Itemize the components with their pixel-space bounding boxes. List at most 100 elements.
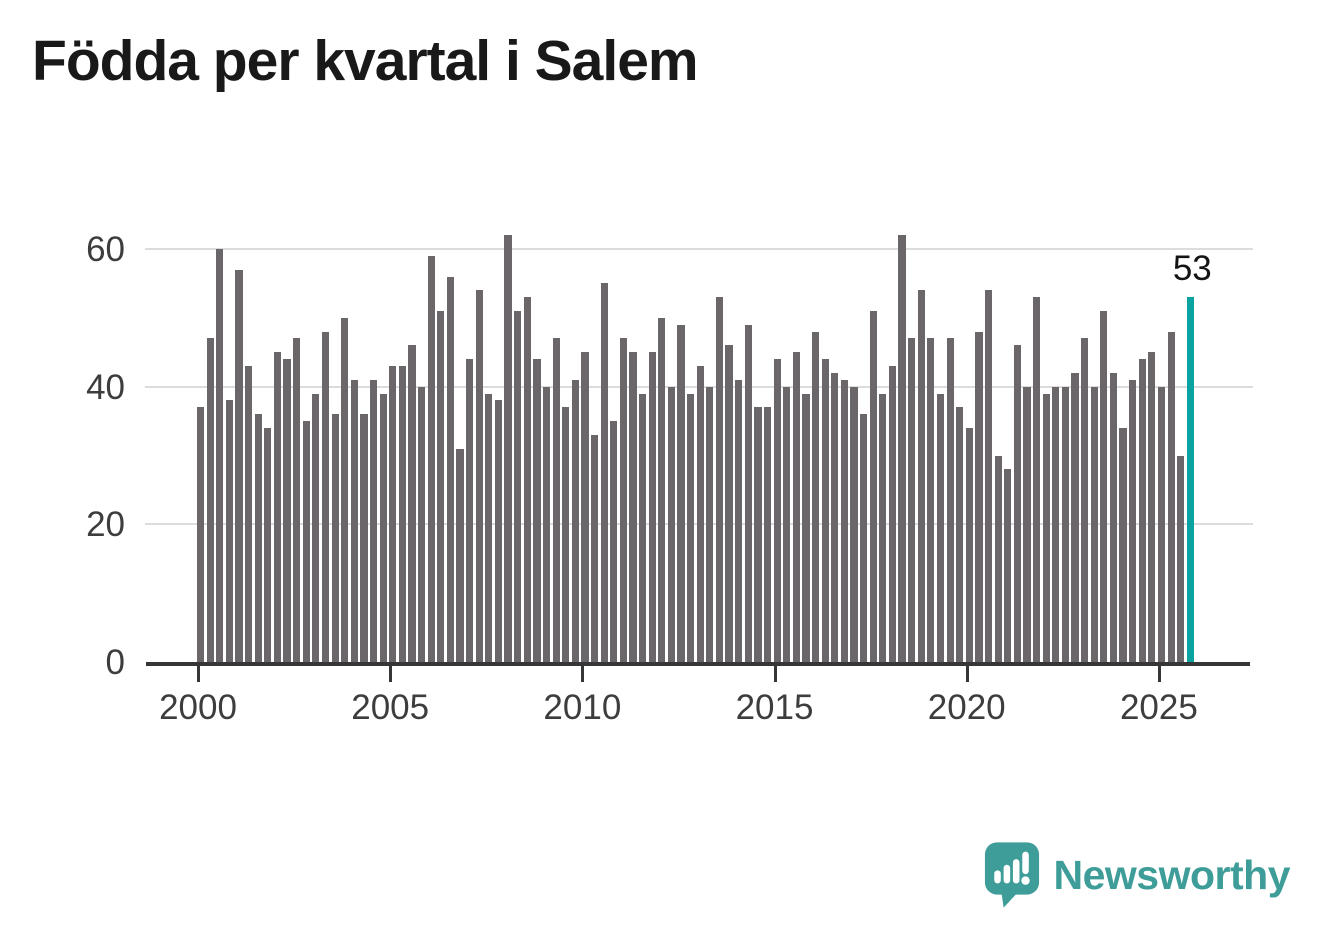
bar xyxy=(984,290,993,662)
bar xyxy=(1052,386,1060,662)
x-axis-label: 2025 xyxy=(1119,688,1198,727)
bar xyxy=(908,338,916,662)
bar xyxy=(475,290,483,662)
bar xyxy=(1129,379,1137,662)
bar xyxy=(802,393,810,662)
bar xyxy=(1013,345,1021,662)
bar xyxy=(927,338,935,662)
bar xyxy=(494,400,503,662)
bar xyxy=(254,414,262,662)
bar xyxy=(1138,359,1146,662)
bar xyxy=(312,393,320,662)
x-axis-label: 2000 xyxy=(159,688,237,727)
bar xyxy=(754,407,762,662)
bar xyxy=(648,352,656,662)
x-axis-tick xyxy=(965,666,969,682)
x-axis-tick xyxy=(773,666,777,682)
bar xyxy=(773,359,781,662)
bar xyxy=(331,414,339,662)
bar xyxy=(1071,372,1079,662)
x-axis-tick xyxy=(197,666,200,682)
bar xyxy=(898,235,906,662)
bar xyxy=(437,310,445,662)
bar xyxy=(1081,338,1089,662)
x-axis-tick xyxy=(1157,666,1161,682)
bar xyxy=(725,345,733,662)
bar xyxy=(687,393,695,662)
bar xyxy=(715,297,724,662)
x-axis-line xyxy=(146,662,1250,666)
bar xyxy=(975,331,983,662)
y-axis-label: 20 xyxy=(86,505,125,545)
bar xyxy=(216,249,224,662)
bar xyxy=(840,379,848,662)
bar xyxy=(542,386,551,662)
bar xyxy=(456,448,464,662)
x-axis-tick xyxy=(389,666,393,682)
y-axis-label: 40 xyxy=(86,367,125,407)
bar xyxy=(341,317,349,662)
gridline xyxy=(145,248,1253,251)
bar xyxy=(869,310,877,662)
bar xyxy=(466,359,474,662)
bar xyxy=(1090,386,1098,662)
x-axis-label: 2010 xyxy=(543,688,622,727)
bar xyxy=(283,359,291,662)
bar xyxy=(197,407,205,662)
bar xyxy=(1100,310,1108,662)
bar xyxy=(1032,297,1041,662)
bar xyxy=(1004,469,1012,662)
bar xyxy=(936,393,945,662)
bar xyxy=(264,427,272,662)
bar xyxy=(562,407,570,662)
bar xyxy=(581,352,589,662)
bar xyxy=(677,324,685,662)
bar xyxy=(1119,427,1127,662)
bar xyxy=(1042,393,1050,662)
bar xyxy=(850,386,858,662)
bar xyxy=(763,407,772,662)
bar-annotation: 53 xyxy=(1172,249,1212,289)
bar xyxy=(600,283,608,662)
bar xyxy=(994,455,1002,662)
bar xyxy=(888,366,897,662)
bar xyxy=(523,297,531,662)
bar xyxy=(418,386,426,662)
bar xyxy=(533,359,541,662)
bar xyxy=(379,393,387,662)
bar xyxy=(735,379,743,662)
x-axis-label: 2020 xyxy=(927,688,1006,727)
bar xyxy=(1109,372,1118,662)
bar xyxy=(235,269,243,662)
highlighted-bar xyxy=(1186,297,1194,662)
bar xyxy=(408,345,416,662)
bar xyxy=(811,331,820,662)
bar xyxy=(514,310,522,662)
bar xyxy=(360,414,368,662)
bar xyxy=(1157,386,1166,662)
bar xyxy=(206,338,214,662)
y-axis-label: 0 xyxy=(105,643,125,682)
newsworthy-logo-text: Newsworthy xyxy=(1053,851,1291,898)
bar xyxy=(744,324,752,662)
bar xyxy=(706,386,714,662)
bar xyxy=(946,338,954,662)
bar xyxy=(879,393,887,662)
bar xyxy=(658,317,666,662)
bar xyxy=(821,359,829,662)
bar xyxy=(610,421,618,662)
bar xyxy=(1167,331,1175,662)
bar xyxy=(956,407,964,662)
bar xyxy=(293,338,301,662)
newsworthy-logo-icon xyxy=(984,842,1039,908)
bar xyxy=(321,331,330,662)
bar xyxy=(552,338,560,662)
bar xyxy=(860,414,868,662)
bar xyxy=(350,379,358,662)
bar xyxy=(639,393,647,662)
bar xyxy=(398,366,406,662)
bar xyxy=(783,386,791,662)
bar xyxy=(831,372,839,662)
bar xyxy=(485,393,493,662)
bar xyxy=(225,400,233,662)
